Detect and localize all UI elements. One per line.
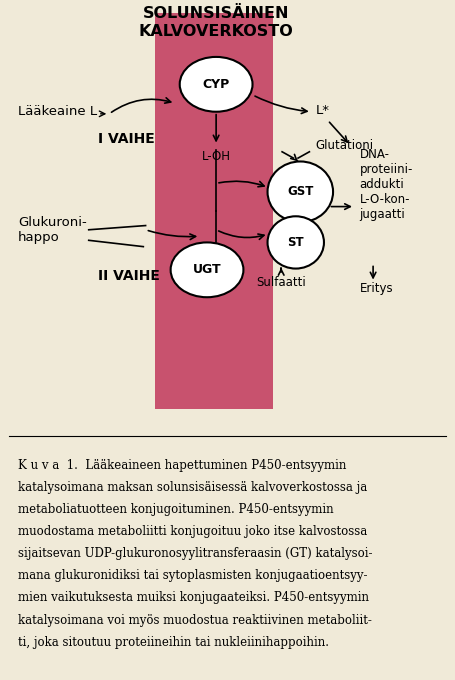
- Text: L-O-kon-
jugaatti: L-O-kon- jugaatti: [359, 192, 410, 220]
- Circle shape: [268, 161, 333, 222]
- Circle shape: [268, 216, 324, 269]
- Text: muodostama metaboliitti konjugoituu joko itse kalvostossa: muodostama metaboliitti konjugoituu joko…: [18, 525, 368, 538]
- Text: UGT: UGT: [193, 263, 221, 276]
- Text: CYP: CYP: [202, 78, 230, 91]
- Text: I VAIHE: I VAIHE: [98, 132, 155, 146]
- Text: K u v a  1.  Lääkeaineen hapettuminen P450-entsyymin: K u v a 1. Lääkeaineen hapettuminen P450…: [18, 458, 347, 472]
- Ellipse shape: [180, 57, 253, 112]
- Text: Glutationi: Glutationi: [315, 139, 374, 152]
- Text: L-OH: L-OH: [202, 150, 231, 163]
- Text: II VAIHE: II VAIHE: [98, 269, 160, 283]
- Text: Eritys: Eritys: [359, 282, 393, 296]
- Text: ST: ST: [288, 236, 304, 249]
- Text: DNA-
proteiini-
addukti: DNA- proteiini- addukti: [359, 148, 413, 190]
- Text: mana glukuronidiksi tai sytoplasmisten konjugaatioentsyy-: mana glukuronidiksi tai sytoplasmisten k…: [18, 569, 368, 582]
- Text: mien vaikutuksesta muiksi konjugaateiksi. P450-entsyymin: mien vaikutuksesta muiksi konjugaateiksi…: [18, 592, 369, 605]
- Text: sijaitsevan UDP-glukuronosyylitransferaasin (GT) katalysoi-: sijaitsevan UDP-glukuronosyylitransferaa…: [18, 547, 373, 560]
- Text: Lääkeaine L: Lääkeaine L: [18, 105, 97, 118]
- Text: katalysoimana voi myös muodostua reaktiivinen metaboliit-: katalysoimana voi myös muodostua reaktii…: [18, 613, 372, 626]
- Text: katalysoimana maksan solunsisäisessä kalvoverkostossa ja: katalysoimana maksan solunsisäisessä kal…: [18, 481, 368, 494]
- Ellipse shape: [171, 243, 243, 297]
- Text: Sulfaatti: Sulfaatti: [256, 276, 306, 289]
- Text: ti, joka sitoutuu proteiineihin tai nukleiinihappoihin.: ti, joka sitoutuu proteiineihin tai nukl…: [18, 636, 329, 649]
- Text: metaboliatuotteen konjugoituminen. P450-entsyymin: metaboliatuotteen konjugoituminen. P450-…: [18, 503, 334, 516]
- Text: L*: L*: [316, 104, 330, 117]
- Text: SOLUNSISÄINEN
KALVOVERKOSTO: SOLUNSISÄINEN KALVOVERKOSTO: [139, 6, 293, 39]
- Bar: [155, 13, 273, 409]
- Text: GST: GST: [287, 186, 313, 199]
- Text: Glukuroni-
happo: Glukuroni- happo: [18, 216, 87, 243]
